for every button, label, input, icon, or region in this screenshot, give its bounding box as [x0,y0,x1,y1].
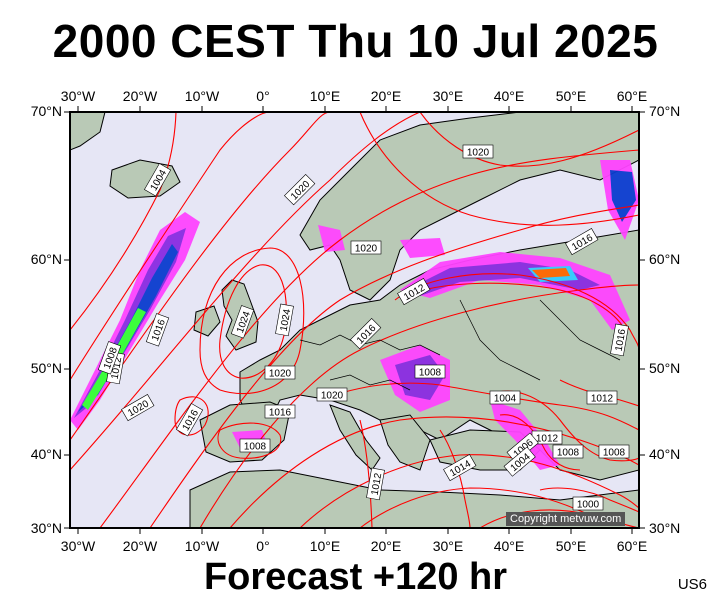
land-italy [329,404,381,471]
map-frame [69,111,640,529]
forecast-lead-time: Forecast +120 hr [203,556,508,598]
lon-label-bottom: 10°W [184,538,220,554]
svg-text:1020: 1020 [467,148,490,159]
lon-label-bottom: 0° [256,538,270,554]
lat-label-left: 30°N [30,520,62,536]
land-scandinavia [299,112,639,301]
lon-label-top: 10°E [309,88,341,104]
lon-label-bottom: 30°W [60,538,96,554]
lat-label-left: 70°N [30,103,62,119]
svg-text:1020: 1020 [355,244,378,255]
borders [299,299,621,391]
isobar-label: 1004 [489,390,521,405]
land-balkans [379,414,431,471]
lon-label-bottom: 20°E [370,538,402,554]
lon-label-bottom: 30°E [432,538,464,554]
lat-label-right: 40°N [649,446,681,462]
isobar-label: 1008 [598,444,630,459]
svg-text:1016: 1016 [614,328,629,352]
lat-label-left: 60°N [30,251,62,267]
isobar-label: 1016 [610,323,629,357]
precip-russia-extreme [532,268,570,278]
land-ireland [193,305,221,337]
axis-ticks [64,106,645,534]
svg-text:1020: 1020 [269,369,292,380]
lon-label-bottom: 50°E [555,538,587,554]
svg-text:1012: 1012 [591,394,614,405]
land-greenland [70,112,106,151]
lon-label-top: 40°E [493,88,525,104]
lon-label-top: 30°E [432,88,464,104]
isobar-label: 1012 [531,430,563,445]
isobar-label: 1012 [366,467,385,501]
lat-label-right: 30°N [649,520,681,536]
svg-text:1020: 1020 [321,391,344,402]
isobar-label: 1024 [275,303,294,337]
svg-text:1008: 1008 [557,448,580,459]
svg-text:1012: 1012 [536,434,559,445]
isobar-label: 1012 [586,390,618,405]
lon-label-top: 10°W [184,88,220,104]
forecast-title: 2000 CEST Thu 10 Jul 2025 [52,15,659,67]
lat-label-right: 50°N [649,360,681,376]
precip-norway [318,225,345,252]
isobar-label: 1000 [572,496,604,511]
lon-label-bottom: 20°W [122,538,158,554]
isobar-label: 1016 [264,404,296,419]
svg-text:1008: 1008 [419,368,442,379]
svg-text:1008: 1008 [603,448,626,459]
precip-baltic [400,238,445,258]
lon-label-bottom: 60°E [616,538,648,554]
lat-label-right: 70°N [649,103,681,119]
isobar-label: 1020 [462,144,494,159]
isobar-label: 1008 [239,438,271,453]
svg-text:1016: 1016 [269,408,292,419]
lon-label-top: 0° [256,88,270,104]
lat-label-right: 60°N [649,251,681,267]
lat-label-left: 50°N [30,360,62,376]
precip-black-sea [490,400,560,470]
copyright-notice: Copyright metvuw.com [506,512,626,526]
isobar-label: 1020 [350,240,382,255]
svg-text:1008: 1008 [244,442,267,453]
svg-text:1004: 1004 [494,394,517,405]
lon-label-bottom: 10°E [309,538,341,554]
lon-label-top: 20°W [122,88,158,104]
isobar-label: 1020 [264,365,296,380]
isobar-label: 1020 [316,387,348,402]
svg-text:1012: 1012 [370,472,385,496]
isobar-label: 1008 [552,444,584,459]
model-code: US6 [677,576,707,593]
lon-label-top: 60°E [616,88,648,104]
lon-label-bottom: 40°E [493,538,525,554]
svg-text:1024: 1024 [279,308,294,332]
lon-label-top: 20°E [370,88,402,104]
lon-label-top: 30°W [60,88,96,104]
lat-label-left: 40°N [30,446,62,462]
lon-label-top: 50°E [555,88,587,104]
isobar-label: 1008 [414,364,446,379]
svg-text:1000: 1000 [577,500,600,511]
